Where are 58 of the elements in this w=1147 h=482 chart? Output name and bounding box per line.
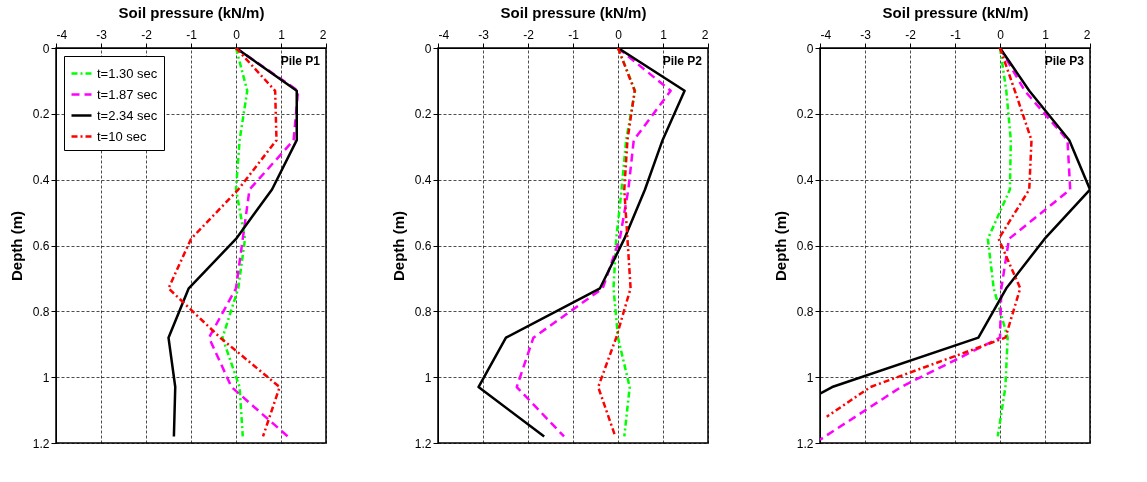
x-tick-label: -3 [96,27,108,42]
legend-label: t=1.87 sec [97,86,158,102]
annotation: Pile P2 [662,54,703,68]
y-axis-title: Depth (m) [771,211,789,281]
y-tick-label: 0.8 [414,304,432,319]
x-tick-label: 2 [319,27,327,42]
x-tick-label: -1 [186,27,198,42]
legend-label: t=10 sec [97,128,148,144]
y-tick-label: 0.4 [32,173,50,188]
legend-label: t=1.30 sec [97,65,158,81]
x-tick-label: 1 [278,27,286,42]
line-series [986,48,1013,438]
y-tick-label: 0.6 [414,239,432,253]
y-tick-label: 0.2 [414,107,432,122]
x-tick-label: 1 [660,27,668,42]
y-tick-label: 0.4 [414,173,432,188]
y-tick-label: 0 [806,41,814,56]
y-tick-label: 0.4 [796,173,814,188]
x-tick-label: -3 [860,27,872,42]
y-tick-label: 0 [424,41,432,56]
y-tick-label: 0.2 [796,107,814,122]
x-tick-label: -2 [523,27,535,42]
line-series [221,48,249,438]
y-tick-label: 1.2 [796,436,814,451]
x-axis-title: Soil pressure (kN/m) [882,3,1029,21]
x-axis-title: Soil pressure (kN/m) [118,3,265,21]
y-tick-label: 0.8 [796,304,814,319]
y-tick-label: 1 [42,370,50,385]
x-tick-label: -4 [56,27,68,42]
x-tick-label: 2 [701,27,709,42]
x-tick-label: -2 [905,27,917,42]
x-tick-label: 1 [1042,27,1050,42]
y-tick-label: 1 [806,370,814,385]
annotation: Pile P1 [280,54,321,68]
legend-label: t=2.34 sec [97,107,158,123]
x-tick-label: -4 [820,27,832,42]
y-tick-label: 1 [424,370,432,385]
x-tick-label: 0 [615,27,623,42]
y-tick-label: 0.6 [796,239,814,253]
y-tick-label: 0.8 [32,304,50,319]
x-tick-label: 0 [997,27,1005,42]
y-axis-title: Depth (m) [7,211,25,281]
x-tick-label: -1 [568,27,580,42]
x-tick-label: -3 [478,27,490,42]
x-tick-label: -1 [950,27,962,42]
x-tick-label: -4 [438,27,450,42]
y-tick-label: 0 [42,41,50,56]
y-tick-label: 0.2 [32,107,50,122]
y-tick-label: 0.6 [32,239,50,253]
y-axis-title: Depth (m) [389,211,407,281]
y-tick-label: 1.2 [414,436,432,451]
x-tick-label: 2 [1083,27,1091,42]
x-tick-label: -2 [141,27,153,42]
annotation: Pile P3 [1044,54,1085,68]
y-tick-label: 1.2 [32,436,50,451]
x-tick-label: 0 [233,27,241,42]
line-series [825,48,1033,418]
x-axis-title: Soil pressure (kN/m) [500,3,647,21]
